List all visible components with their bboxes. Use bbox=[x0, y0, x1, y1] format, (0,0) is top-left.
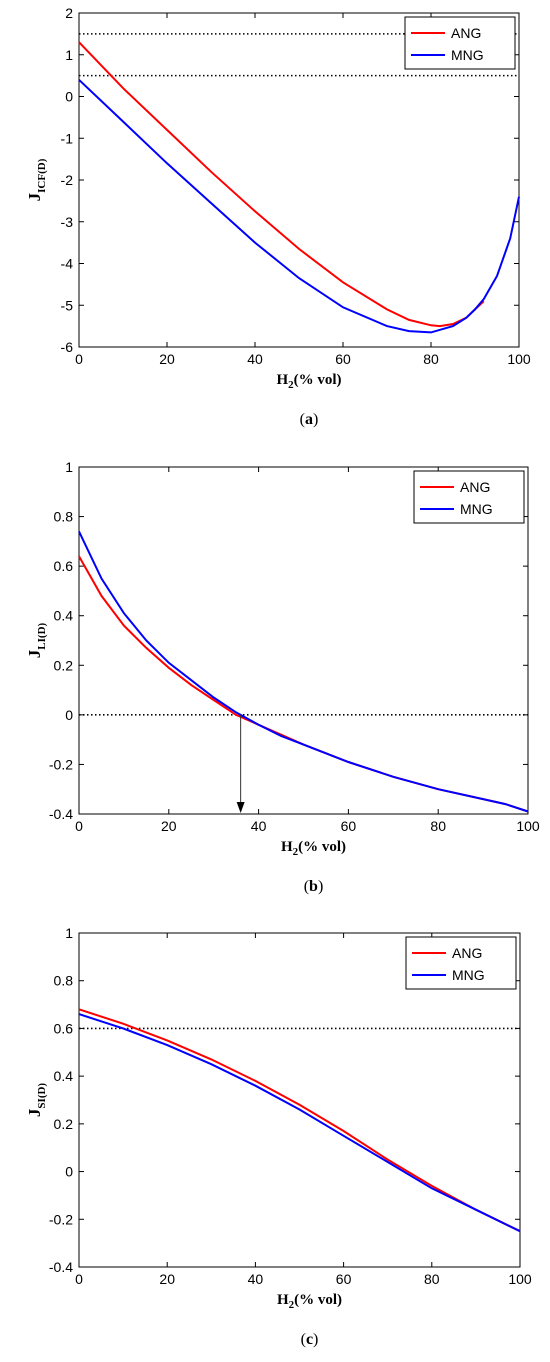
y-axis-label: JICF(D) bbox=[25, 158, 48, 201]
y-tick-label: -6 bbox=[61, 339, 74, 355]
x-tick-label: 20 bbox=[159, 351, 175, 367]
legend-label-ang: ANG bbox=[451, 25, 481, 41]
x-tick-label: 20 bbox=[159, 1271, 175, 1287]
y-tick-label: -5 bbox=[61, 297, 74, 313]
chart-0: 0 20 40 60 80 100 -6 -5 -4 -3 -2 -1 0 1 2 ANG MNG H2(% vo… bbox=[25, 5, 531, 428]
y-tick-label: 1 bbox=[65, 459, 73, 475]
y-tick-label: -4 bbox=[61, 256, 74, 272]
x-tick-label: 40 bbox=[248, 1271, 264, 1287]
y-tick-label: 0.6 bbox=[54, 1020, 74, 1036]
y-tick-label: 0 bbox=[65, 1164, 73, 1180]
chart-1: 0 20 40 60 80 100 -0.4 -0.2 0 0.2 0.4 0.6 0.8 1 ANG MNG… bbox=[25, 459, 540, 895]
x-tick-label: 0 bbox=[75, 1271, 83, 1287]
legend: ANG MNG bbox=[404, 16, 516, 70]
legend: ANG MNG bbox=[405, 936, 517, 990]
x-tick-label: 80 bbox=[424, 1271, 440, 1287]
x-tick-label: 60 bbox=[336, 1271, 352, 1287]
x-tick-label: 0 bbox=[75, 818, 83, 834]
y-tick-label: 0.4 bbox=[54, 608, 74, 624]
legend-box bbox=[404, 16, 516, 70]
legend-label-mng: MNG bbox=[451, 47, 484, 63]
figure-caption: (b) bbox=[304, 878, 324, 895]
y-axis-label: JLI(D) bbox=[25, 622, 48, 658]
x-tick-label: 60 bbox=[341, 818, 357, 834]
series-line-ang bbox=[78, 1008, 521, 1233]
x-tick-label: 100 bbox=[508, 1271, 532, 1287]
series-line-mng bbox=[78, 530, 529, 813]
y-tick-label: 2 bbox=[65, 5, 73, 21]
chart-2: 0 20 40 60 80 100 -0.4 -0.2 0 0.2 0.4 0.6 0.8 1 ANG MNG… bbox=[25, 925, 532, 1348]
x-tick-label: 100 bbox=[507, 351, 531, 367]
y-tick-label: 0 bbox=[65, 707, 73, 723]
y-tick-label: -0.4 bbox=[49, 1259, 73, 1275]
series-line-mng bbox=[78, 1013, 521, 1233]
y-tick-label: -3 bbox=[61, 214, 74, 230]
y-tick-label: -0.2 bbox=[49, 1211, 73, 1227]
legend: ANG MNG bbox=[413, 470, 525, 524]
y-tick-label: 1 bbox=[65, 925, 73, 941]
y-tick-label: 0.2 bbox=[54, 1116, 74, 1132]
x-tick-label: 40 bbox=[247, 351, 263, 367]
y-tick-label: 0.8 bbox=[54, 973, 74, 989]
y-tick-label: 0.2 bbox=[54, 657, 74, 673]
x-tick-label: 60 bbox=[335, 351, 351, 367]
x-tick-label: 0 bbox=[75, 351, 83, 367]
legend-box bbox=[405, 936, 517, 990]
y-tick-label: -0.2 bbox=[49, 756, 73, 772]
y-tick-label: 0.6 bbox=[54, 558, 74, 574]
figure-caption: (a) bbox=[300, 411, 319, 428]
x-tick-label: 80 bbox=[430, 818, 446, 834]
figure-caption: (c) bbox=[301, 1331, 319, 1348]
legend-label-mng: MNG bbox=[452, 967, 485, 983]
legend-label-ang: ANG bbox=[452, 945, 482, 961]
x-tick-label: 20 bbox=[161, 818, 177, 834]
y-axis-label: JSI(D) bbox=[25, 1083, 48, 1118]
legend-label-ang: ANG bbox=[460, 479, 490, 495]
x-tick-label: 40 bbox=[251, 818, 267, 834]
y-tick-label: 0 bbox=[65, 89, 73, 105]
y-tick-label: -1 bbox=[61, 130, 74, 146]
plot-frame bbox=[78, 466, 529, 815]
y-tick-label: 0.4 bbox=[54, 1068, 74, 1084]
series-line-mng bbox=[78, 79, 520, 334]
y-tick-label: 0.8 bbox=[54, 509, 74, 525]
arrow-head bbox=[236, 802, 245, 813]
x-tick-label: 80 bbox=[423, 351, 439, 367]
legend-box bbox=[413, 470, 525, 524]
x-tick-label: 100 bbox=[516, 818, 540, 834]
y-tick-label: 1 bbox=[65, 47, 73, 63]
y-tick-label: -2 bbox=[61, 172, 74, 188]
x-axis-label: H2(% vol) bbox=[277, 1292, 342, 1311]
y-tick-label: -0.4 bbox=[49, 806, 73, 822]
x-axis-label: H2(% vol) bbox=[281, 839, 346, 858]
legend-label-mng: MNG bbox=[460, 501, 493, 517]
x-axis-label: H2(% vol) bbox=[276, 372, 341, 391]
